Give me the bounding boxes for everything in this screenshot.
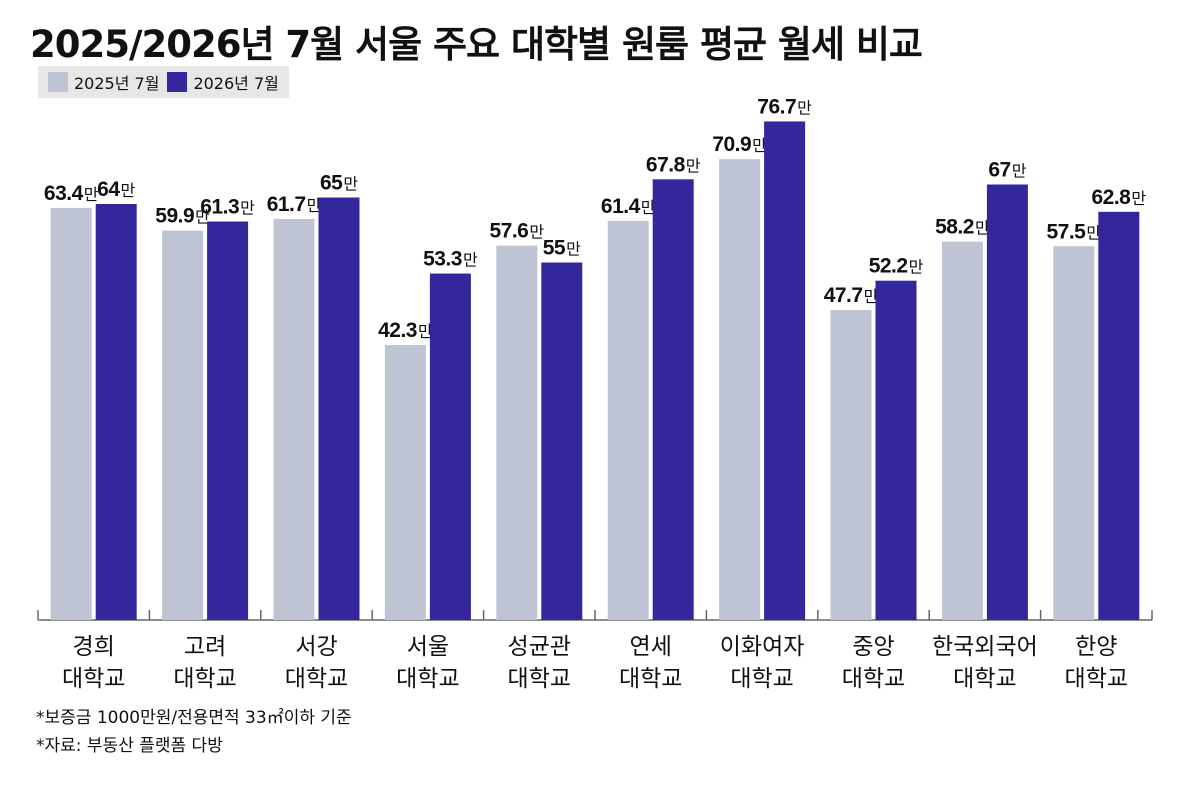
data-label: 61.7만	[267, 193, 322, 216]
bar-2026	[429, 273, 471, 620]
footnote-source: *자료: 부동산 플랫폼 다방	[36, 736, 223, 756]
category-label: 대학교	[508, 666, 571, 692]
bar-2026	[541, 262, 583, 620]
bar-2025	[1053, 246, 1095, 620]
bar-2025	[384, 345, 426, 620]
data-label: 57.6만	[489, 220, 544, 243]
category-label: 서울	[407, 634, 449, 660]
legend-swatch-2025	[48, 72, 68, 92]
data-label: 67만	[988, 159, 1026, 182]
bar-2025	[273, 218, 315, 620]
category-label: 대학교	[842, 666, 905, 692]
bar-2025	[162, 230, 204, 620]
bar-2025	[941, 241, 983, 620]
data-label: 65만	[320, 172, 358, 195]
legend-label-2025: 2025년 7월	[74, 74, 160, 93]
footnote-basis: *보증금 1000만원/전용면적 33㎡이하 기준	[36, 708, 352, 728]
bar-2026	[986, 184, 1028, 620]
bar-2025	[830, 309, 872, 620]
bar-2026	[652, 179, 694, 621]
data-label: 55만	[543, 237, 581, 260]
category-label: 성균관	[508, 634, 571, 660]
bar-2026	[95, 204, 137, 620]
category-label: 대학교	[619, 666, 682, 692]
category-label: 대학교	[173, 666, 236, 692]
legend-label-2026: 2026년 7월	[193, 74, 279, 93]
category-label: 대학교	[62, 666, 125, 692]
category-label: 중앙	[852, 634, 894, 660]
data-label: 64만	[97, 178, 135, 201]
bar-2025	[496, 245, 538, 620]
legend: 2025년 7월 2026년 7월	[38, 66, 289, 98]
category-label: 대학교	[396, 666, 459, 692]
bar-2026	[207, 221, 249, 621]
footnotes: *보증금 1000만원/전용면적 33㎡이하 기준 *자료: 부동산 플랫폼 다…	[36, 704, 352, 760]
data-label: 58.2만	[935, 216, 990, 239]
category-label: 서강	[295, 634, 337, 660]
legend-item-2026: 2026년 7월	[167, 70, 279, 94]
data-label: 47.7만	[824, 284, 879, 307]
category-label: 대학교	[1065, 666, 1128, 692]
data-label: 52.2만	[869, 255, 924, 278]
category-label: 한양	[1075, 634, 1117, 660]
data-label: 42.3만	[378, 319, 433, 342]
bar-2026	[1098, 211, 1140, 621]
chart-title: 2025/2026년 7월 서울 주요 대학별 원룸 평균 월세 비교	[30, 23, 923, 66]
data-label: 57.5만	[1046, 220, 1101, 243]
category-label: 대학교	[953, 666, 1016, 692]
data-label: 53.3만	[423, 248, 478, 271]
legend-swatch-2026	[167, 72, 188, 92]
data-label: 59.9만	[155, 205, 210, 228]
legend-item-2025: 2025년 7월	[48, 70, 159, 94]
bar-2026	[764, 121, 806, 620]
category-label: 이화여자	[720, 634, 805, 660]
data-label: 76.7만	[757, 95, 812, 118]
bar-2025	[50, 207, 92, 620]
data-label: 67.8만	[646, 153, 701, 176]
category-label: 한국외국어	[932, 634, 1038, 660]
category-label: 경희	[73, 634, 115, 660]
bar-2026	[318, 197, 360, 620]
data-label: 61.3만	[200, 196, 255, 219]
data-label: 62.8만	[1091, 186, 1146, 209]
data-label: 63.4만	[44, 182, 99, 205]
category-label: 고려	[184, 634, 226, 660]
category-label: 연세	[630, 634, 672, 660]
category-label: 대학교	[285, 666, 348, 692]
bar-2025	[607, 220, 649, 620]
category-label: 대학교	[730, 666, 793, 692]
bar-2025	[719, 159, 761, 620]
bar-2026	[875, 280, 917, 620]
data-label: 61.4만	[601, 195, 656, 218]
data-label: 70.9만	[712, 133, 767, 156]
